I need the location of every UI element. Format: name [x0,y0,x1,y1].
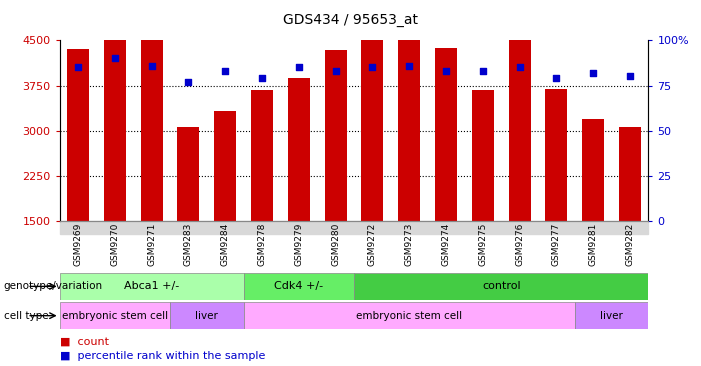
Point [183,79,194,85]
Text: Abca1 +/-: Abca1 +/- [124,281,179,291]
Bar [398,28,420,221]
Bar [354,273,648,299]
Bar [170,302,244,329]
Bar [583,119,604,221]
Point [109,55,121,61]
Point [404,63,415,68]
Bar [244,273,354,299]
Text: liver: liver [600,311,623,321]
Text: liver: liver [196,311,218,321]
Bar [619,127,641,221]
Point [625,74,636,79]
Point [477,68,489,74]
Bar [60,302,170,329]
Text: genotype/variation: genotype/variation [4,281,102,291]
Text: Cdk4 +/-: Cdk4 +/- [274,281,323,291]
Bar [545,89,568,221]
Text: GDS434 / 95653_at: GDS434 / 95653_at [283,13,418,27]
Bar [362,36,383,221]
Bar [140,36,163,221]
Point [293,64,304,70]
Bar [177,127,200,221]
Point [257,75,268,81]
Bar [215,111,236,221]
Point [72,64,83,70]
Bar [251,90,273,221]
Bar [67,49,89,221]
Bar [104,0,126,221]
Bar [472,90,494,221]
Text: ■  percentile rank within the sample: ■ percentile rank within the sample [60,351,265,361]
Point [146,63,157,68]
Bar [509,36,531,221]
Bar [60,221,648,234]
Text: ■  count: ■ count [60,337,109,347]
Bar [60,273,244,299]
Bar [575,302,648,329]
Text: control: control [482,281,521,291]
Point [330,68,341,74]
Bar [435,48,457,221]
Bar [325,50,347,221]
Text: embryonic stem cell: embryonic stem cell [62,311,168,321]
Text: cell type: cell type [4,311,48,321]
Point [219,68,231,74]
Point [587,70,599,76]
Point [440,68,451,74]
Text: embryonic stem cell: embryonic stem cell [356,311,462,321]
Bar [288,78,310,221]
Point [367,64,378,70]
Point [514,64,525,70]
Bar [244,302,575,329]
Point [551,75,562,81]
